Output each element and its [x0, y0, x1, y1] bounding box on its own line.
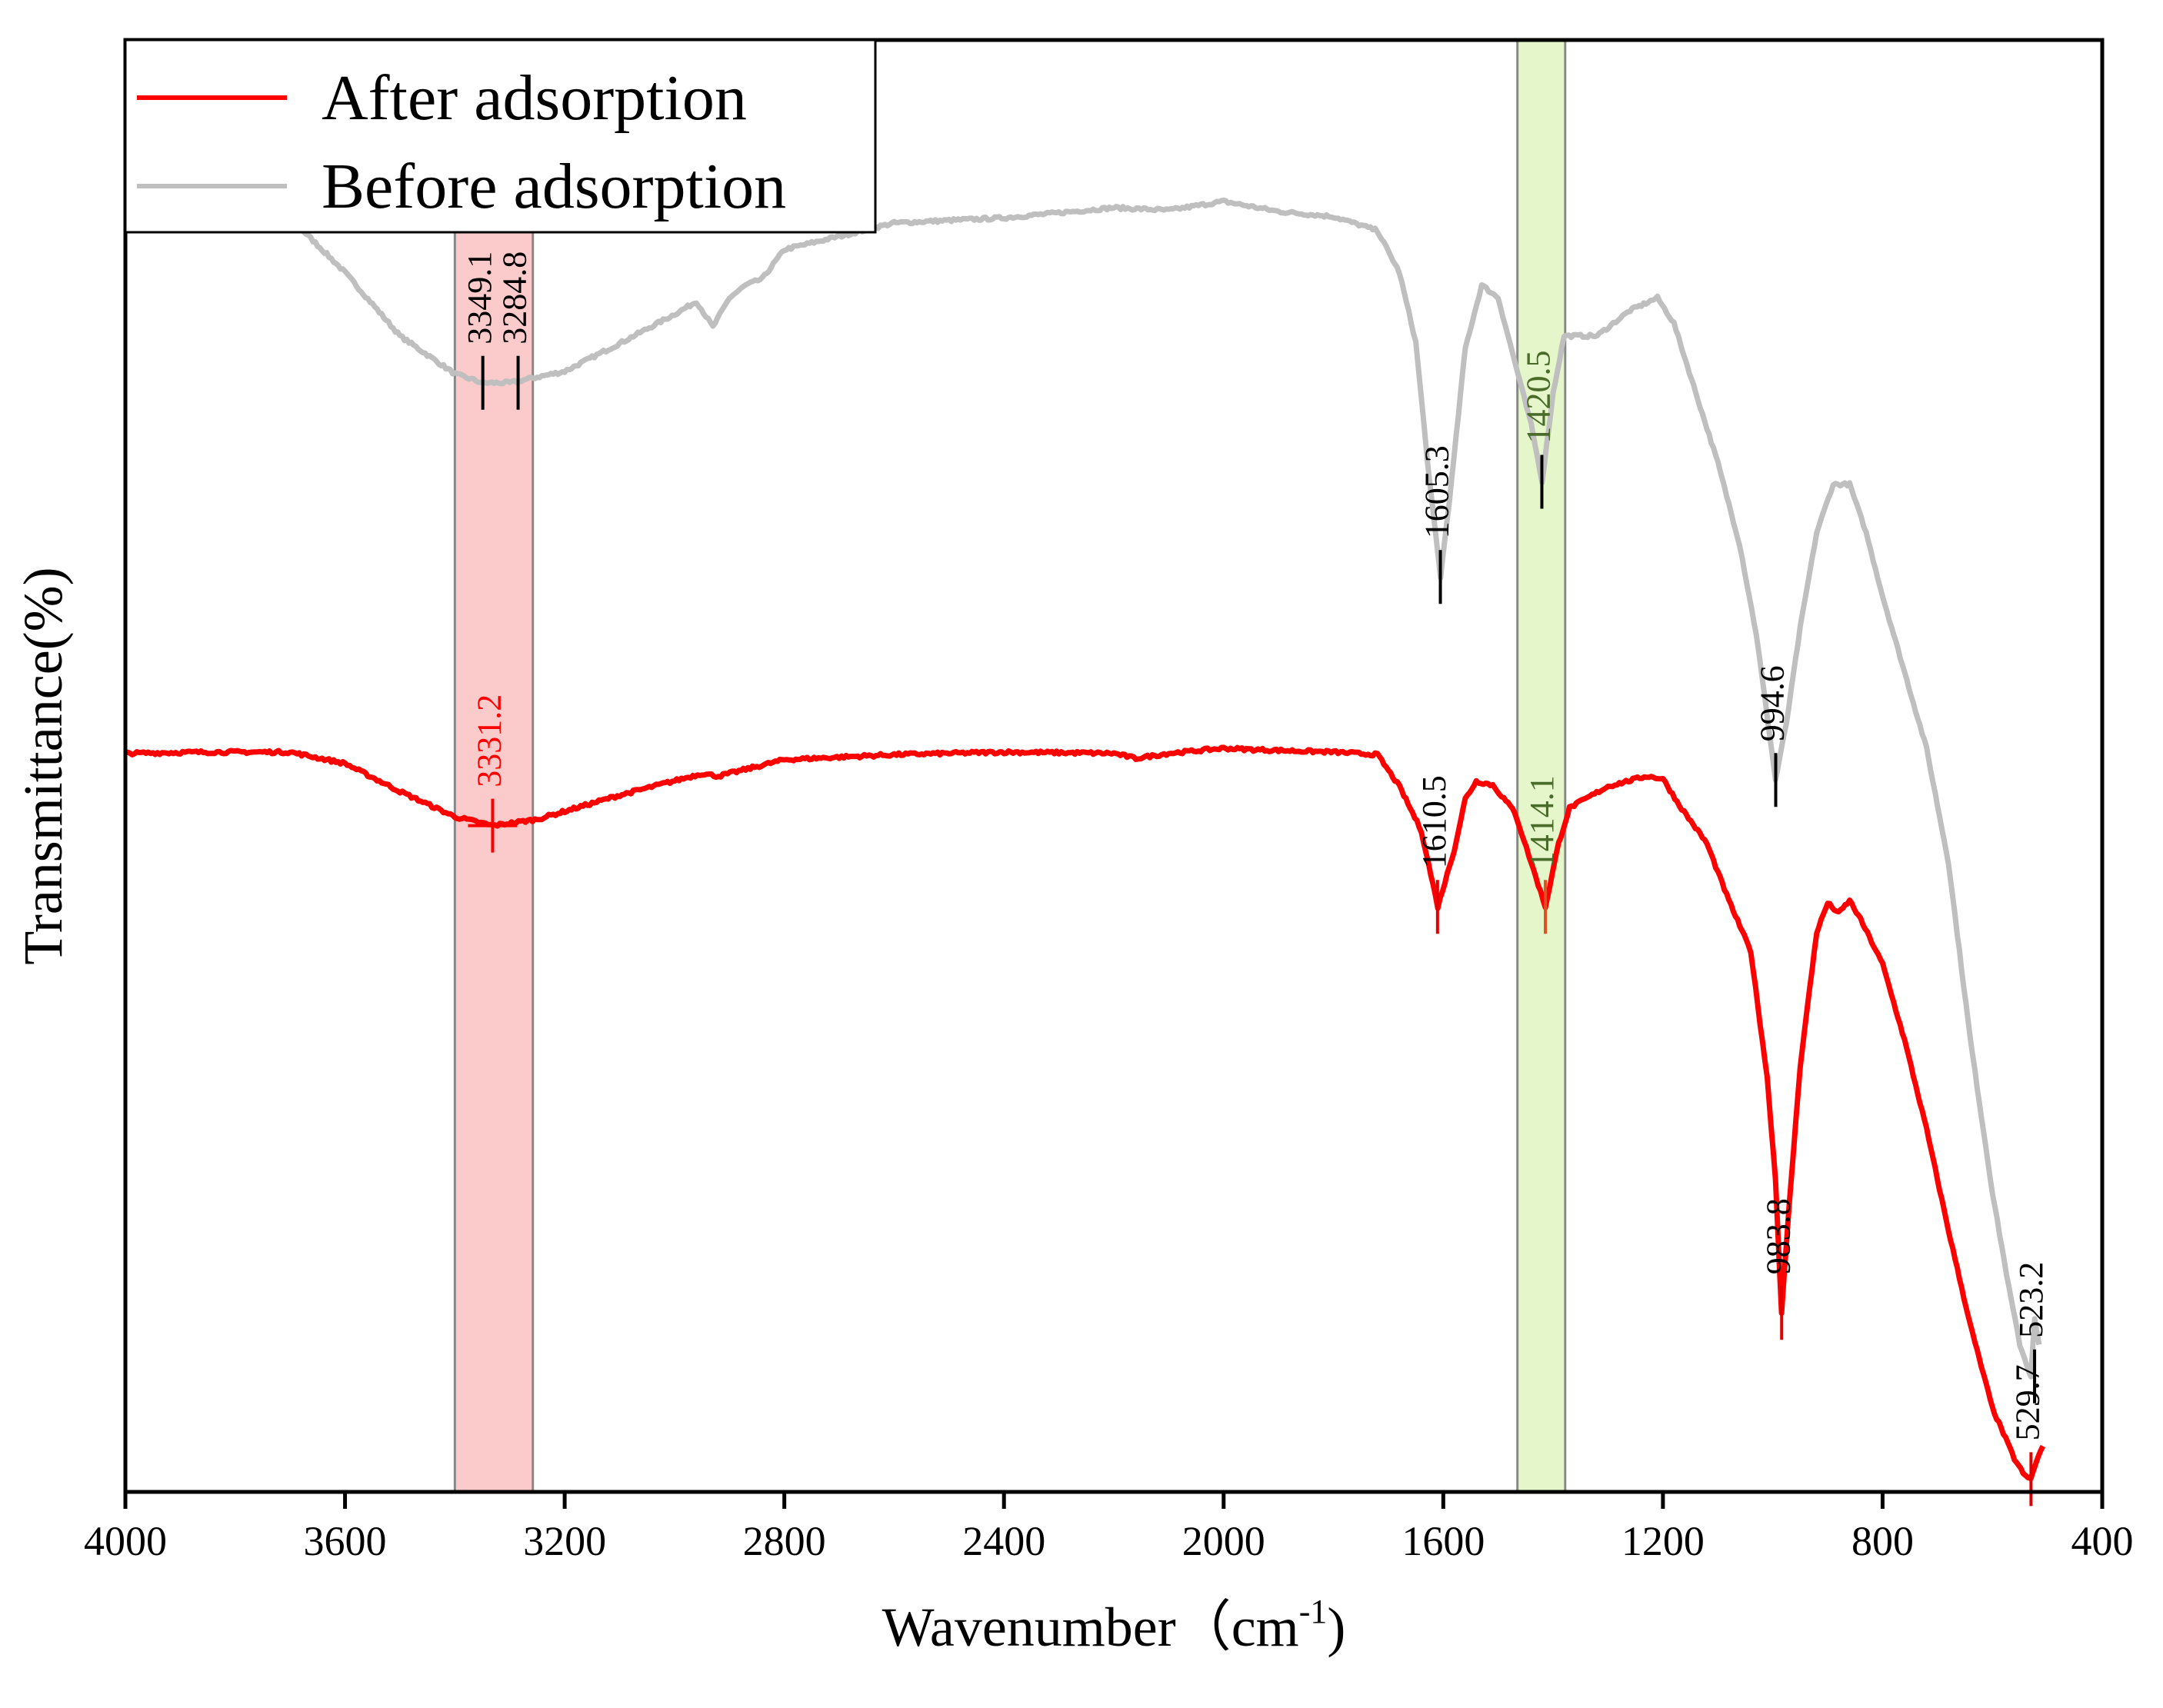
y-axis-title: Transmittance(%) — [12, 567, 74, 964]
x-tick-label-6: 1600 — [1401, 1518, 1485, 1564]
peak-label-9: 983.8 — [1759, 1198, 1797, 1274]
series-line-before — [123, 197, 2042, 1380]
peak-label-4: 994.6 — [1754, 665, 1791, 741]
x-tick-label-5: 2000 — [1182, 1518, 1265, 1564]
series-layer — [123, 197, 2046, 1481]
x-tick-label-3: 2800 — [743, 1518, 826, 1564]
x-tick-label-7: 1200 — [1621, 1518, 1705, 1564]
x-tick-label-2: 3200 — [523, 1518, 606, 1564]
peak-label-3: 1420.5 — [1520, 351, 1558, 444]
carboxyl-band — [1516, 38, 1567, 1493]
peak-label-0: 3349.1 — [461, 251, 498, 345]
legend-label-after: After adsorption — [322, 62, 747, 134]
oh-band — [453, 38, 535, 1493]
x-tick-label-8: 800 — [1851, 1518, 1914, 1564]
x-axis-title: Wavenumber（cm-1) — [882, 1593, 1346, 1658]
plot-frame — [123, 38, 2105, 1494]
peak-label-7: 1610.5 — [1415, 775, 1453, 868]
x-axis-ticks: 4000 3600 3200 2800 2400 2000 1600 1200 800 400 — [84, 1492, 2134, 1564]
peak-label-8: 1414.1 — [1523, 775, 1561, 868]
x-tick-label-1: 3600 — [304, 1518, 387, 1564]
peak-label-6: 3331.2 — [470, 694, 508, 787]
legend: After adsorption Before adsorption — [124, 38, 877, 234]
peak-label-2: 1605.3 — [1418, 445, 1456, 538]
peak-label-10: 529.7 — [2008, 1364, 2046, 1440]
series-line-after — [125, 744, 2046, 1481]
highlight-bands — [453, 38, 1567, 1493]
peak-label-1: 3284.8 — [496, 251, 534, 345]
x-tick-label-9: 400 — [2071, 1518, 2134, 1564]
peak-label-5: 523.2 — [2012, 1262, 2050, 1338]
x-tick-label-4: 2400 — [962, 1518, 1045, 1564]
x-tick-label-0: 4000 — [84, 1518, 167, 1564]
legend-label-before: Before adsorption — [322, 151, 786, 222]
legend-box — [124, 38, 877, 234]
